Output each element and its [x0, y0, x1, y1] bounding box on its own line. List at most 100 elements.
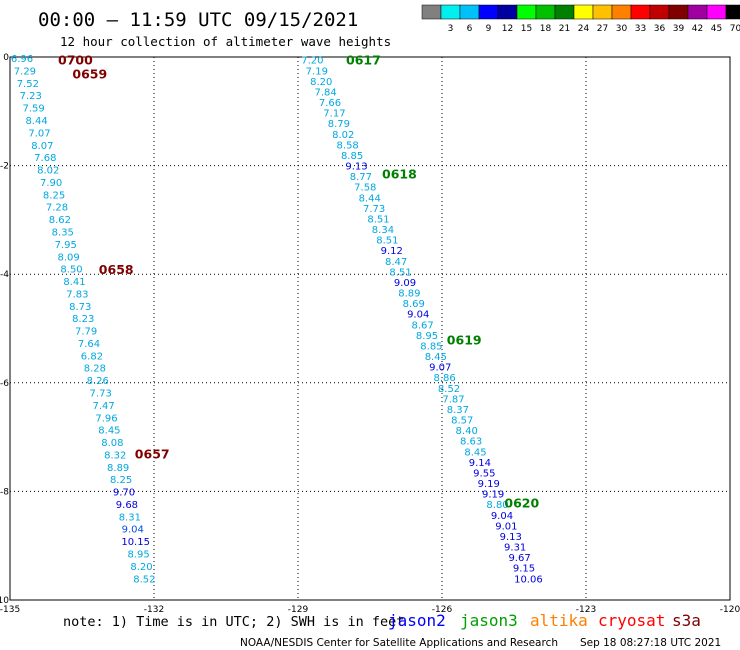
- legend-swatch: [421, 4, 442, 20]
- map-subtitle: 12 hour collection of altimeter wave hei…: [60, 34, 391, 49]
- wave-height-value: 7.66: [319, 98, 341, 109]
- legend-swatch: [630, 4, 651, 20]
- legend-bin-label: 24: [578, 24, 590, 34]
- lon-tick-label: -123: [576, 605, 596, 615]
- wave-height-value: 8.62: [49, 215, 71, 226]
- satellite-name: jason3: [460, 611, 518, 630]
- map-title: 00:00 – 11:59 UTC 09/15/2021: [38, 9, 358, 31]
- lon-tick-label: -129: [288, 605, 309, 615]
- wave-height-value: 9.55: [473, 468, 495, 479]
- wave-height-value: 8.89: [398, 289, 420, 300]
- legend-bin-label: 33: [635, 24, 646, 34]
- wave-height-value: 8.80: [486, 500, 508, 511]
- legend-bin-label: 42: [692, 24, 703, 34]
- wave-height-value: 10.06: [514, 574, 543, 585]
- legend-swatch: [649, 4, 670, 20]
- wave-height-value: 9.09: [394, 278, 416, 289]
- lat-tick-label: -2: [0, 162, 9, 172]
- legend-bin-label: 18: [540, 24, 552, 34]
- satellite-tracks: 6.967.297.527.237.598.447.078.077.688.02…: [11, 53, 543, 586]
- satellite-name: jason2: [388, 611, 446, 630]
- wave-height-value: 9.04: [122, 525, 144, 536]
- wave-height-value: 8.35: [52, 227, 74, 238]
- pass-time-label: 0619: [447, 332, 482, 347]
- wave-height-value: 7.59: [23, 104, 45, 115]
- wave-height-value: 9.07: [429, 363, 451, 374]
- wave-height-value: 8.09: [57, 252, 79, 263]
- legend-bin-label: 30: [616, 24, 628, 34]
- lon-tick-label: -126: [432, 605, 453, 615]
- wave-height-value: 7.64: [78, 339, 100, 350]
- wave-height-value: 8.63: [460, 437, 482, 448]
- pass-time-label: 0700: [58, 53, 93, 68]
- wave-height-value: 8.44: [25, 116, 47, 127]
- wave-height-value: 8.57: [451, 416, 473, 427]
- wave-height-value: 8.47: [385, 257, 407, 268]
- wave-height-value: 9.15: [513, 564, 535, 575]
- wave-height-value: 7.79: [75, 327, 97, 338]
- wave-height-value: 8.40: [456, 426, 478, 437]
- wave-height-value: 8.02: [37, 166, 59, 177]
- wave-height-value: 8.20: [130, 562, 152, 573]
- lon-tick-label: -132: [144, 605, 164, 615]
- wave-height-value: 9.19: [482, 490, 504, 501]
- legend-bin-label: 21: [559, 24, 570, 34]
- wave-height-value: 8.45: [464, 447, 486, 458]
- wave-height-value: 7.28: [46, 203, 68, 214]
- wave-height-value: 7.52: [17, 79, 39, 90]
- wave-height-value: 8.51: [389, 267, 411, 278]
- wave-height-value: 7.87: [442, 394, 464, 405]
- wave-height-value: 8.07: [31, 141, 53, 152]
- map-frame: [9, 56, 731, 601]
- wave-height-value: 7.29: [14, 66, 36, 77]
- legend-swatch: [554, 4, 575, 20]
- legend-bin-label: 3: [448, 24, 454, 34]
- wave-height-value: 7.83: [66, 289, 88, 300]
- axis-tick-labels: -135 -132 -129 -126 -123 -120 0 -2 -4 -6 -8 -10: [0, 53, 740, 615]
- wave-height-value: 8.79: [328, 119, 350, 130]
- wave-height-value: 9.14: [469, 458, 491, 469]
- legend-bin-label: 36: [654, 24, 666, 34]
- lon-tick-label: -120: [720, 605, 740, 615]
- lat-lon-grid: [9, 56, 731, 601]
- wave-height-value: 9.04: [491, 511, 513, 522]
- satellite-name: cryosat: [598, 611, 665, 630]
- wave-height-value: 7.95: [55, 240, 77, 251]
- wave-height-value: 8.77: [350, 172, 372, 183]
- legend-swatch: [706, 4, 727, 20]
- legend-swatch: [459, 4, 480, 20]
- wave-height-value: 7.19: [306, 66, 328, 77]
- wave-height-value: 8.85: [341, 151, 363, 162]
- lon-tick-label: -135: [0, 605, 20, 615]
- legend-swatch: [687, 4, 708, 20]
- wave-height-value: 7.23: [20, 91, 42, 102]
- wave-height-value: 9.01: [495, 521, 517, 532]
- wave-height-value: 9.13: [345, 162, 367, 173]
- legend-bin-label: 70: [730, 24, 740, 34]
- pass-time-label: 0617: [346, 53, 381, 68]
- satellite-name: s3a: [672, 611, 701, 630]
- wave-height-value: 6.82: [81, 351, 103, 362]
- wave-height-value: 8.32: [104, 450, 126, 461]
- legend-bin-label: 45: [711, 24, 722, 34]
- wave-height-value: 7.58: [354, 183, 376, 194]
- wave-height-value: 7.90: [40, 178, 62, 189]
- pass-time-label: 0658: [99, 262, 134, 277]
- legend-swatch: [535, 4, 556, 20]
- wave-height-value: 8.26: [87, 376, 109, 387]
- wave-height-value: 7.68: [34, 153, 56, 164]
- wave-height-value: 8.73: [69, 302, 91, 313]
- legend-bin-label: 9: [486, 24, 492, 34]
- legend-bin-label: 6: [467, 24, 473, 34]
- wave-height-value: 8.52: [133, 574, 155, 585]
- wave-height-value: 8.52: [438, 384, 460, 395]
- wave-height-value: 7.73: [90, 388, 112, 399]
- wave-height-value: 7.17: [323, 109, 345, 120]
- wave-height-value: 8.51: [367, 214, 389, 225]
- wave-height-value: 8.31: [119, 512, 141, 523]
- wave-height-value: 8.51: [376, 236, 398, 247]
- legend-swatch: [573, 4, 594, 20]
- wave-height-value: 7.07: [28, 128, 50, 139]
